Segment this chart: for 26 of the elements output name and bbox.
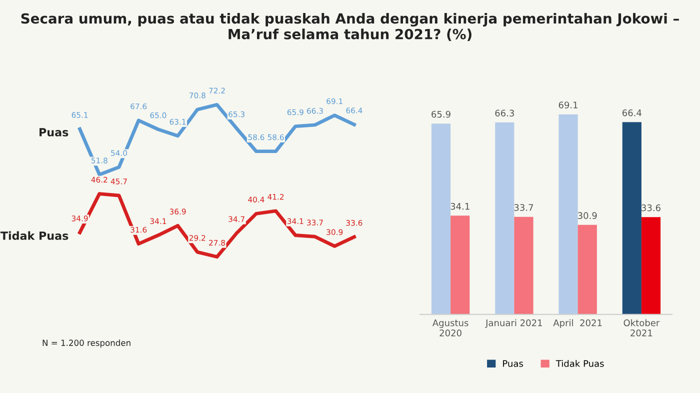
x-tick-label: Januari 2021 — [485, 319, 542, 328]
bar — [622, 122, 642, 314]
data-label: 66.4 — [622, 109, 642, 116]
data-label: 33.6 — [642, 204, 660, 212]
series-label: Puas — [40, 128, 68, 136]
bar — [641, 217, 661, 314]
bar — [495, 122, 514, 314]
data-label: 65.9 — [432, 110, 450, 118]
data-label: 34.1 — [450, 202, 470, 210]
text: N = 1.200 responden — [42, 340, 130, 348]
bar — [431, 124, 451, 314]
data-label: 30.9 — [578, 212, 597, 220]
bar — [558, 114, 578, 314]
series-label: Tidak Puas — [0, 231, 68, 240]
chart-title: Secara umum, puas atau tidak puaskah Anda dengan kinerja pemerintahan Jokowi – Ma’ruf selama tahun 2021? (%) — [21, 12, 679, 42]
data-label: 69.1 — [558, 102, 578, 108]
legend-label: Tidak Puas — [556, 360, 604, 367]
x-tick-label: Agustus 2020 — [432, 320, 468, 336]
data-label: 33.7 — [514, 204, 534, 211]
bar — [450, 216, 470, 314]
data-label: 66.3 — [495, 110, 514, 117]
x-tick-label: Oktober 2021 — [624, 319, 660, 336]
bar — [514, 216, 534, 314]
bar — [578, 224, 597, 314]
legend-label: Puas — [503, 360, 523, 367]
x-tick-label: April 2021 — [553, 319, 602, 328]
